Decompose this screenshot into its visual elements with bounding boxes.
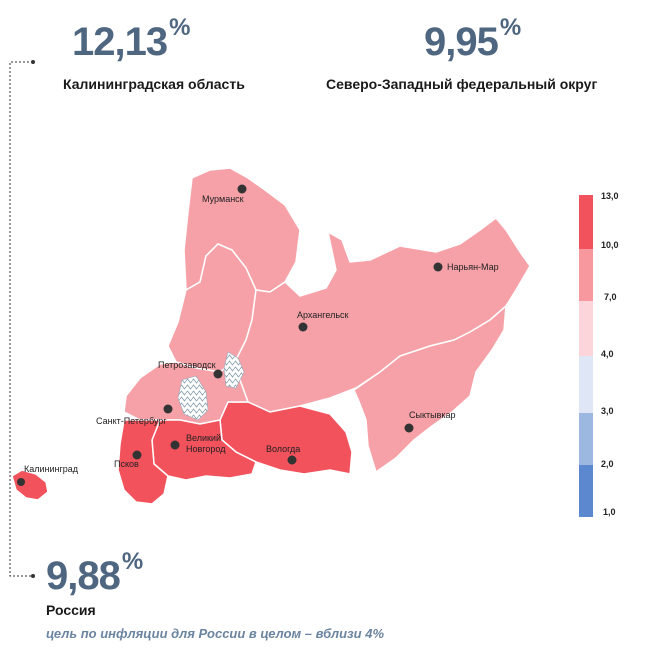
legend-tick-7: 7,0 <box>604 292 617 302</box>
city-veliky-novgorod-marker <box>170 440 180 450</box>
city-spb-marker <box>163 404 173 414</box>
legend-band-4-7 <box>579 301 593 356</box>
city-spb-label: Санкт-Петербург <box>96 416 167 426</box>
city-arkhangelsk-marker <box>298 322 308 332</box>
city-veliky-novgorod-label-1: Великий <box>186 433 221 443</box>
city-kaliningrad-marker <box>17 478 25 486</box>
city-petrozavodsk-label: Петрозаводск <box>158 360 216 370</box>
region-kaliningrad <box>11 469 49 501</box>
city-syktyvkar: Сыктывкар <box>404 410 456 433</box>
connector-bracket <box>9 60 35 578</box>
connector-dot-bottom <box>31 574 35 578</box>
legend-tick-10: 10,0 <box>601 240 619 250</box>
legend-band-2-3 <box>579 413 593 465</box>
legend-band-3-4 <box>579 356 593 413</box>
legend-band-10-13 <box>579 195 593 249</box>
region-komi <box>353 304 507 474</box>
legend-tick-2: 2,0 <box>601 459 614 469</box>
city-vologda-label: Вологда <box>266 444 300 454</box>
legend-tick-4: 4,0 <box>601 349 614 359</box>
city-murmansk: Мурманск <box>202 184 247 204</box>
legend-band-7-10 <box>579 249 593 301</box>
nwfd-caption: Северо-Западный федеральный округ <box>326 76 598 92</box>
city-murmansk-label: Мурманск <box>202 194 244 204</box>
kaliningrad-caption: Калининградская область <box>63 76 245 92</box>
nw-federal-district-map: Мурманск Нарьян-Мар Архангельск Петрозав… <box>11 167 531 505</box>
russia-caption: Россия <box>46 602 96 618</box>
city-syktyvkar-marker <box>404 423 414 433</box>
city-murmansk-marker <box>237 184 247 194</box>
nwfd-value: 9,95% <box>424 16 521 64</box>
city-pskov-label: Псков <box>114 459 139 469</box>
city-naryan-mar-label: Нарьян-Мар <box>447 262 499 272</box>
city-pskov: Псков <box>114 450 142 469</box>
russia-value-unit: % <box>121 548 143 575</box>
city-vologda: Вологда <box>266 444 300 465</box>
legend-tick-1: 1,0 <box>603 507 616 517</box>
kaliningrad-value-number: 12,13 <box>72 20 168 64</box>
kaliningrad-value: 12,13% <box>72 16 190 64</box>
connector-dot-top <box>31 60 35 64</box>
city-arkhangelsk-label: Архангельск <box>297 310 349 320</box>
city-naryan-mar-marker <box>433 262 443 272</box>
city-petrozavodsk-marker <box>213 369 223 379</box>
inflation-target-note: цель по инфляции для России в целом – вб… <box>46 626 385 641</box>
lake-ladoga <box>177 375 209 421</box>
city-pskov-marker <box>132 450 142 460</box>
nwfd-value-unit: % <box>499 14 521 41</box>
city-kaliningrad-label: Калининград <box>24 464 79 474</box>
city-spb: Санкт-Петербург <box>96 404 173 426</box>
lake-onega <box>223 351 245 389</box>
city-syktyvkar-label: Сыктывкар <box>409 410 456 420</box>
nwfd-value-number: 9,95 <box>424 20 499 64</box>
city-naryan-mar: Нарьян-Мар <box>433 262 499 272</box>
city-veliky-novgorod-label-2: Новгород <box>186 444 226 454</box>
city-arkhangelsk: Архангельск <box>297 310 349 332</box>
city-petrozavodsk: Петрозаводск <box>158 360 223 379</box>
kaliningrad-value-unit: % <box>169 14 190 41</box>
connector-line <box>9 61 33 577</box>
region-pskov <box>117 419 169 505</box>
city-veliky-novgorod: Великий Новгород <box>170 433 226 454</box>
legend-band-1-2 <box>579 465 593 517</box>
russia-value-number: 9,88 <box>46 554 121 598</box>
legend-tick-13: 13,0 <box>601 191 619 201</box>
city-vologda-marker <box>287 455 297 465</box>
city-kaliningrad: Калининград <box>17 464 79 486</box>
legend-tick-3: 3,0 <box>601 406 614 416</box>
russia-value: 9,88% <box>46 550 143 598</box>
